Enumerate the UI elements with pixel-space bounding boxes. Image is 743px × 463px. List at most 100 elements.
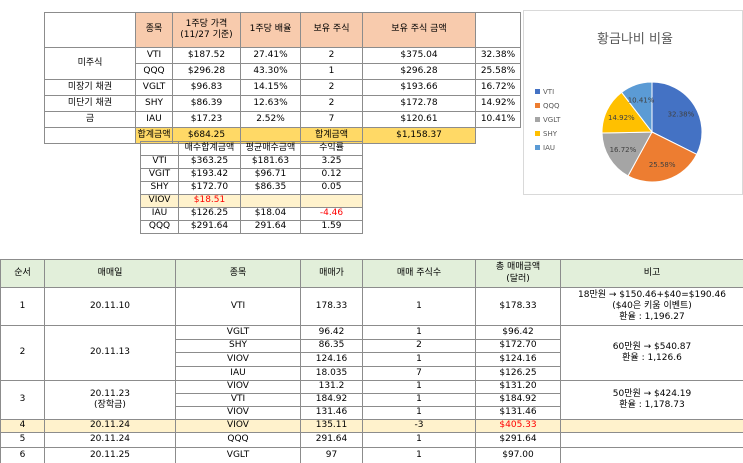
cell: 2 (0, 325, 45, 381)
cell: -3 (362, 419, 476, 433)
cell: 2 (362, 339, 476, 353)
header-cell: 종목 (135, 12, 173, 48)
cell: $296.28 (362, 63, 476, 80)
legend-label: IAU (543, 144, 555, 152)
cell: 4 (0, 419, 45, 433)
cell: SHY (140, 181, 179, 195)
cell-line: 50만원 → $424.19 (612, 388, 692, 399)
cell: QQQ (175, 432, 301, 448)
cell: 2.52% (240, 111, 301, 128)
legend-swatch (535, 145, 540, 150)
cell: 16.72% (475, 79, 521, 96)
chart-title: 황금나비 비율 (597, 32, 673, 47)
header-cell: 매매 주식수 (362, 259, 476, 288)
cell: 32.38% (475, 47, 521, 64)
cell: $178.33 (475, 287, 561, 326)
cell: 20.11.24 (44, 432, 176, 448)
cell: 124.16 (300, 352, 363, 367)
cell: 20.11.10 (44, 287, 176, 326)
legend-label: SHY (543, 130, 558, 138)
cell: $184.92 (475, 393, 561, 407)
header-cell: 매매가 (300, 259, 363, 288)
cell-line: 환율 : 1,126.6 (622, 353, 682, 363)
legend-swatch (535, 103, 540, 108)
cell: $124.16 (475, 352, 561, 367)
header-cell: 종목 (175, 259, 301, 288)
cell: 1 (0, 287, 45, 326)
cell: VIOV (175, 419, 301, 433)
cell: QQQ (135, 63, 173, 80)
note-cell (560, 447, 743, 463)
cell: 7 (300, 111, 363, 128)
cell: 3.25 (300, 155, 363, 169)
cell: VTI (135, 47, 173, 64)
cell: 2 (300, 79, 363, 96)
cell: $97.00 (475, 447, 561, 463)
group-label: 미주식 (44, 47, 136, 80)
cell: -4.46 (300, 207, 363, 221)
cell-line: 환율 : 1,178.73 (619, 400, 685, 410)
cell: VIOV (140, 194, 179, 208)
note-cell: 18만원 → $150.46+$40=$190.46 ($40은 키움 이벤트) 환… (560, 287, 743, 326)
cell: 1 (362, 380, 476, 394)
cell: 20.11.24 (44, 419, 176, 433)
data-label: 25.58% (649, 161, 676, 169)
header-cell: 매매일 (44, 259, 176, 288)
cell: $17.23 (172, 111, 241, 128)
cell: 5 (0, 432, 45, 448)
cell: 43.30% (240, 63, 301, 80)
cell: 6 (0, 447, 45, 463)
cell: 86.35 (300, 339, 363, 353)
cell: SHY (135, 95, 173, 112)
total-cell: 합계금액 (300, 127, 363, 144)
note-cell: 50만원 → $424.19 환율 : 1,178.73 (560, 380, 743, 420)
cell: $296.28 (172, 63, 241, 80)
header-cell: 순서 (0, 259, 45, 288)
cell: $96.83 (172, 79, 241, 96)
cell: VGLT (135, 79, 173, 96)
cell: IAU (135, 111, 173, 128)
cell: $126.25 (475, 366, 561, 381)
cell: 18.035 (300, 366, 363, 381)
cell: VGLT (175, 447, 301, 463)
cell: $193.42 (178, 168, 241, 182)
cell: 178.33 (300, 287, 363, 326)
cell: 0.12 (300, 168, 363, 182)
cell: 3 (0, 380, 45, 420)
header-cell: 1주당 가격 (11/27 기준) (172, 12, 241, 48)
cell: $18.04 (240, 207, 301, 221)
header-cell: 매수합계금액 (178, 141, 241, 156)
note-cell (560, 432, 743, 448)
cell: 1 (362, 406, 476, 420)
pie-slice (651, 81, 703, 156)
cell: $120.61 (362, 111, 476, 128)
cell: IAU (175, 366, 301, 381)
cell: 10.41% (475, 111, 521, 128)
header-cell: 평균매수금액 (240, 141, 301, 156)
cell: $126.25 (178, 207, 241, 221)
note-cell (560, 419, 743, 433)
cell: 131.2 (300, 380, 363, 394)
cell-line: 18만원 → $150.46+$40=$190.46 (578, 289, 726, 300)
cell: VIOV (175, 406, 301, 420)
cell: $86.35 (240, 181, 301, 195)
cell: $18.51 (178, 194, 241, 208)
header-cell: 1주당 배율 (240, 12, 301, 48)
group-label: 미단기 채권 (44, 95, 136, 112)
data-label: 16.72% (610, 146, 637, 154)
cell: 135.11 (300, 419, 363, 433)
cell-line: 환율 : 1,196.27 (619, 312, 685, 323)
cell: 1 (362, 352, 476, 367)
cell: 12.63% (240, 95, 301, 112)
cell: 2 (300, 47, 363, 64)
pie-slice (620, 81, 653, 134)
cell: 7 (362, 366, 476, 381)
cell: $172.78 (362, 95, 476, 112)
cell: VTI (175, 287, 301, 326)
legend-swatch (535, 117, 540, 122)
cell: 1 (362, 447, 476, 463)
header-cell: 총 매매금액 (달러) (475, 259, 561, 288)
cell: $131.20 (475, 380, 561, 394)
cell: 0.05 (300, 181, 363, 195)
cell: 1 (300, 63, 363, 80)
